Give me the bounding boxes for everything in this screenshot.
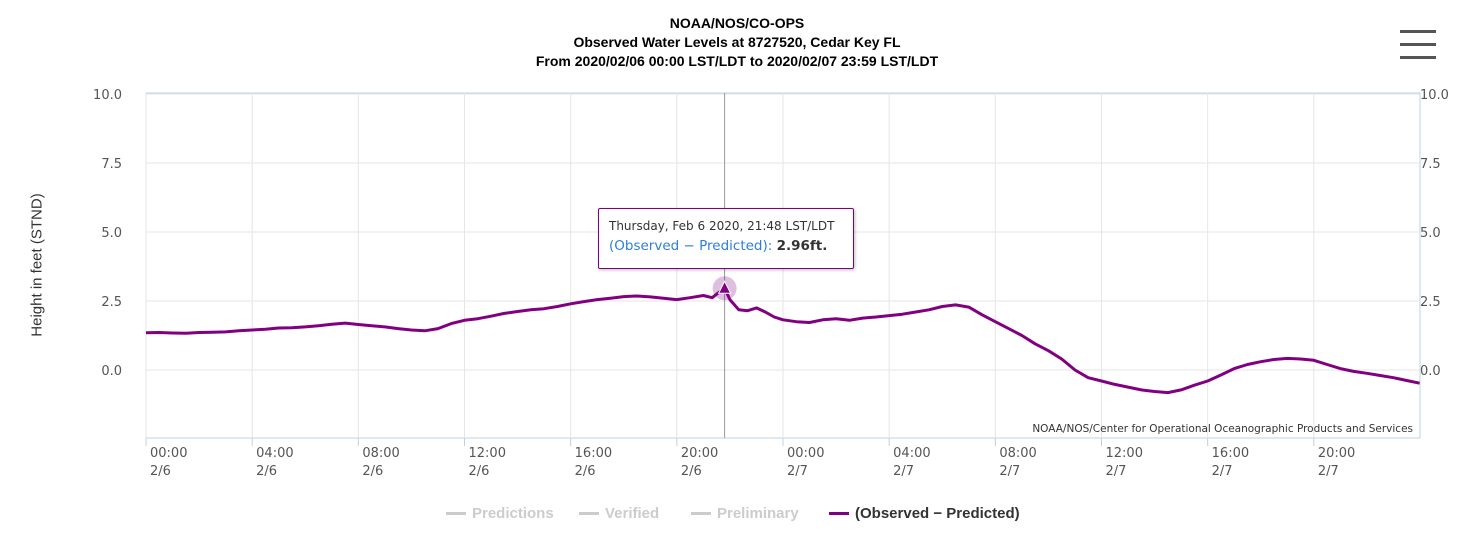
legend-label: Predictions — [472, 505, 554, 522]
chart-subtitle: Observed Water Levels at 8727520, Cedar … — [573, 34, 901, 50]
x-tick-label-date: 2/7 — [1106, 464, 1127, 479]
legend-label: Verified — [605, 505, 660, 522]
y-tick-label-right: 0.0 — [1420, 364, 1441, 379]
x-tick-label-date: 2/7 — [1212, 464, 1233, 479]
y-tick-label-left: 2.5 — [101, 295, 122, 310]
x-axis: 00:00 2/6 04:00 2/6 08:00 2/6 12:00 2/6 16:00 2/6… — [145, 438, 1355, 479]
legend-item-verified[interactable]: Verified — [579, 505, 659, 525]
y-axis-left: 10.0 7.5 5.0 2.5 0.0 — [93, 88, 122, 379]
x-tick-label-time: 12:00 — [1106, 446, 1143, 461]
x-tick-label-time: 08:00 — [999, 446, 1036, 461]
tooltip-value: 2.96ft. — [776, 238, 828, 254]
legend-item-preliminary[interactable]: Preliminary — [691, 505, 799, 525]
y-tick-label-left: 10.0 — [93, 88, 122, 103]
tooltip-row: (Observed − Predicted): 2.96ft. — [609, 238, 827, 254]
x-tick-label-date: 2/6 — [575, 464, 596, 479]
x-tick-label-time: 20:00 — [1318, 446, 1355, 461]
x-tick-label-time: 16:00 — [1212, 446, 1249, 461]
x-tick-label-time: 04:00 — [256, 446, 293, 461]
legend-symbol — [446, 511, 466, 515]
y-tick-label-right: 2.5 — [1420, 295, 1441, 310]
x-tick-label-date: 2/7 — [893, 464, 914, 479]
x-tick-label-date: 2/7 — [1318, 464, 1339, 479]
x-tick-label-time: 12:00 — [469, 446, 506, 461]
hamburger-menu-icon[interactable] — [1400, 30, 1436, 60]
x-tick-label-time: 04:00 — [893, 446, 930, 461]
series-line-observed-minus-predicted — [145, 286, 1420, 395]
legend-label: (Observed − Predicted) — [855, 505, 1020, 522]
y-tick-label-right: 7.5 — [1420, 157, 1441, 172]
chart-title: NOAA/NOS/CO-OPS — [669, 15, 805, 31]
y-tick-label-right: 10.0 — [1420, 88, 1449, 103]
legend-symbol — [579, 511, 599, 515]
y-tick-label-left: 0.0 — [101, 364, 122, 379]
x-tick-label-time: 08:00 — [362, 446, 399, 461]
x-tick-label-date: 2/7 — [999, 464, 1020, 479]
legend-label: Preliminary — [717, 505, 799, 522]
x-tick-label-time: 16:00 — [575, 446, 612, 461]
x-tick-label-date: 2/6 — [150, 464, 171, 479]
x-tick-label-date: 2/6 — [256, 464, 277, 479]
x-tick-label-time: 20:00 — [681, 446, 718, 461]
y-tick-label-left: 5.0 — [101, 226, 122, 241]
x-tick-label-date: 2/6 — [469, 464, 490, 479]
x-tick-label-time: 00:00 — [150, 446, 187, 461]
y-tick-label-right: 5.0 — [1420, 226, 1441, 241]
legend-item-observed-minus-predicted[interactable]: (Observed − Predicted) — [829, 505, 1020, 525]
y-axis-right: 10.0 7.5 5.0 2.5 0.0 — [1420, 88, 1449, 379]
x-tick-label-date: 2/6 — [681, 464, 702, 479]
tooltip: Thursday, Feb 6 2020, 21:48 LST/LDT (Obs… — [598, 208, 854, 269]
chart-date-range: From 2020/02/06 00:00 LST/LDT to 2020/02… — [535, 53, 939, 69]
legend-symbol — [829, 511, 849, 515]
hover-marker-triangle — [717, 280, 732, 294]
tooltip-series-name: (Observed − Predicted): — [609, 238, 773, 254]
legend-item-predictions[interactable]: Predictions — [446, 505, 554, 525]
x-tick-label-date: 2/6 — [362, 464, 383, 479]
legend-symbol — [691, 511, 711, 515]
x-tick-label-time: 00:00 — [787, 446, 824, 461]
credit-text: NOAA/NOS/Center for Operational Oceanogr… — [1032, 423, 1413, 435]
x-tick-label-date: 2/7 — [787, 464, 808, 479]
y-tick-label-left: 7.5 — [101, 157, 122, 172]
tooltip-date: Thursday, Feb 6 2020, 21:48 LST/LDT — [609, 219, 835, 233]
